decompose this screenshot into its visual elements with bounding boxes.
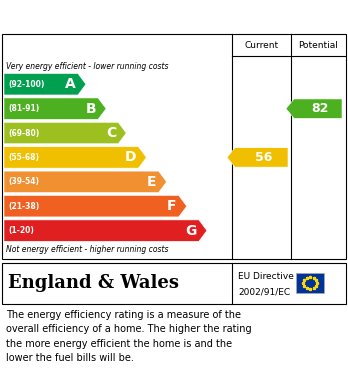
Text: 82: 82: [311, 102, 329, 115]
Text: England & Wales: England & Wales: [8, 274, 179, 292]
Text: (69-80): (69-80): [8, 129, 39, 138]
Text: (21-38): (21-38): [8, 202, 39, 211]
Text: A: A: [65, 77, 76, 91]
Text: B: B: [86, 102, 96, 116]
Text: G: G: [185, 224, 197, 238]
Text: Very energy efficient - lower running costs: Very energy efficient - lower running co…: [6, 62, 168, 71]
Polygon shape: [4, 220, 207, 241]
Text: (39-54): (39-54): [8, 178, 39, 187]
Polygon shape: [4, 171, 167, 192]
Text: 56: 56: [255, 151, 272, 164]
Polygon shape: [227, 148, 288, 167]
Text: D: D: [125, 151, 136, 165]
Text: Current: Current: [244, 41, 278, 50]
Polygon shape: [4, 196, 187, 217]
Text: F: F: [167, 199, 177, 213]
Text: Not energy efficient - higher running costs: Not energy efficient - higher running co…: [6, 245, 168, 254]
Bar: [296, 273, 324, 293]
Polygon shape: [4, 147, 147, 168]
Text: Energy Efficiency Rating: Energy Efficiency Rating: [9, 9, 219, 24]
Polygon shape: [4, 74, 86, 95]
Text: The energy efficiency rating is a measure of the
overall efficiency of a home. T: The energy efficiency rating is a measur…: [6, 310, 252, 363]
Text: 2002/91/EC: 2002/91/EC: [238, 288, 290, 297]
Text: C: C: [106, 126, 116, 140]
Text: (92-100): (92-100): [8, 80, 45, 89]
Polygon shape: [286, 99, 342, 118]
Text: EU Directive: EU Directive: [238, 272, 294, 281]
Text: (1-20): (1-20): [8, 226, 34, 235]
Text: (55-68): (55-68): [8, 153, 39, 162]
Text: (81-91): (81-91): [8, 104, 39, 113]
Text: Potential: Potential: [298, 41, 338, 50]
Polygon shape: [4, 122, 126, 144]
Polygon shape: [4, 98, 106, 119]
Text: E: E: [147, 175, 157, 189]
